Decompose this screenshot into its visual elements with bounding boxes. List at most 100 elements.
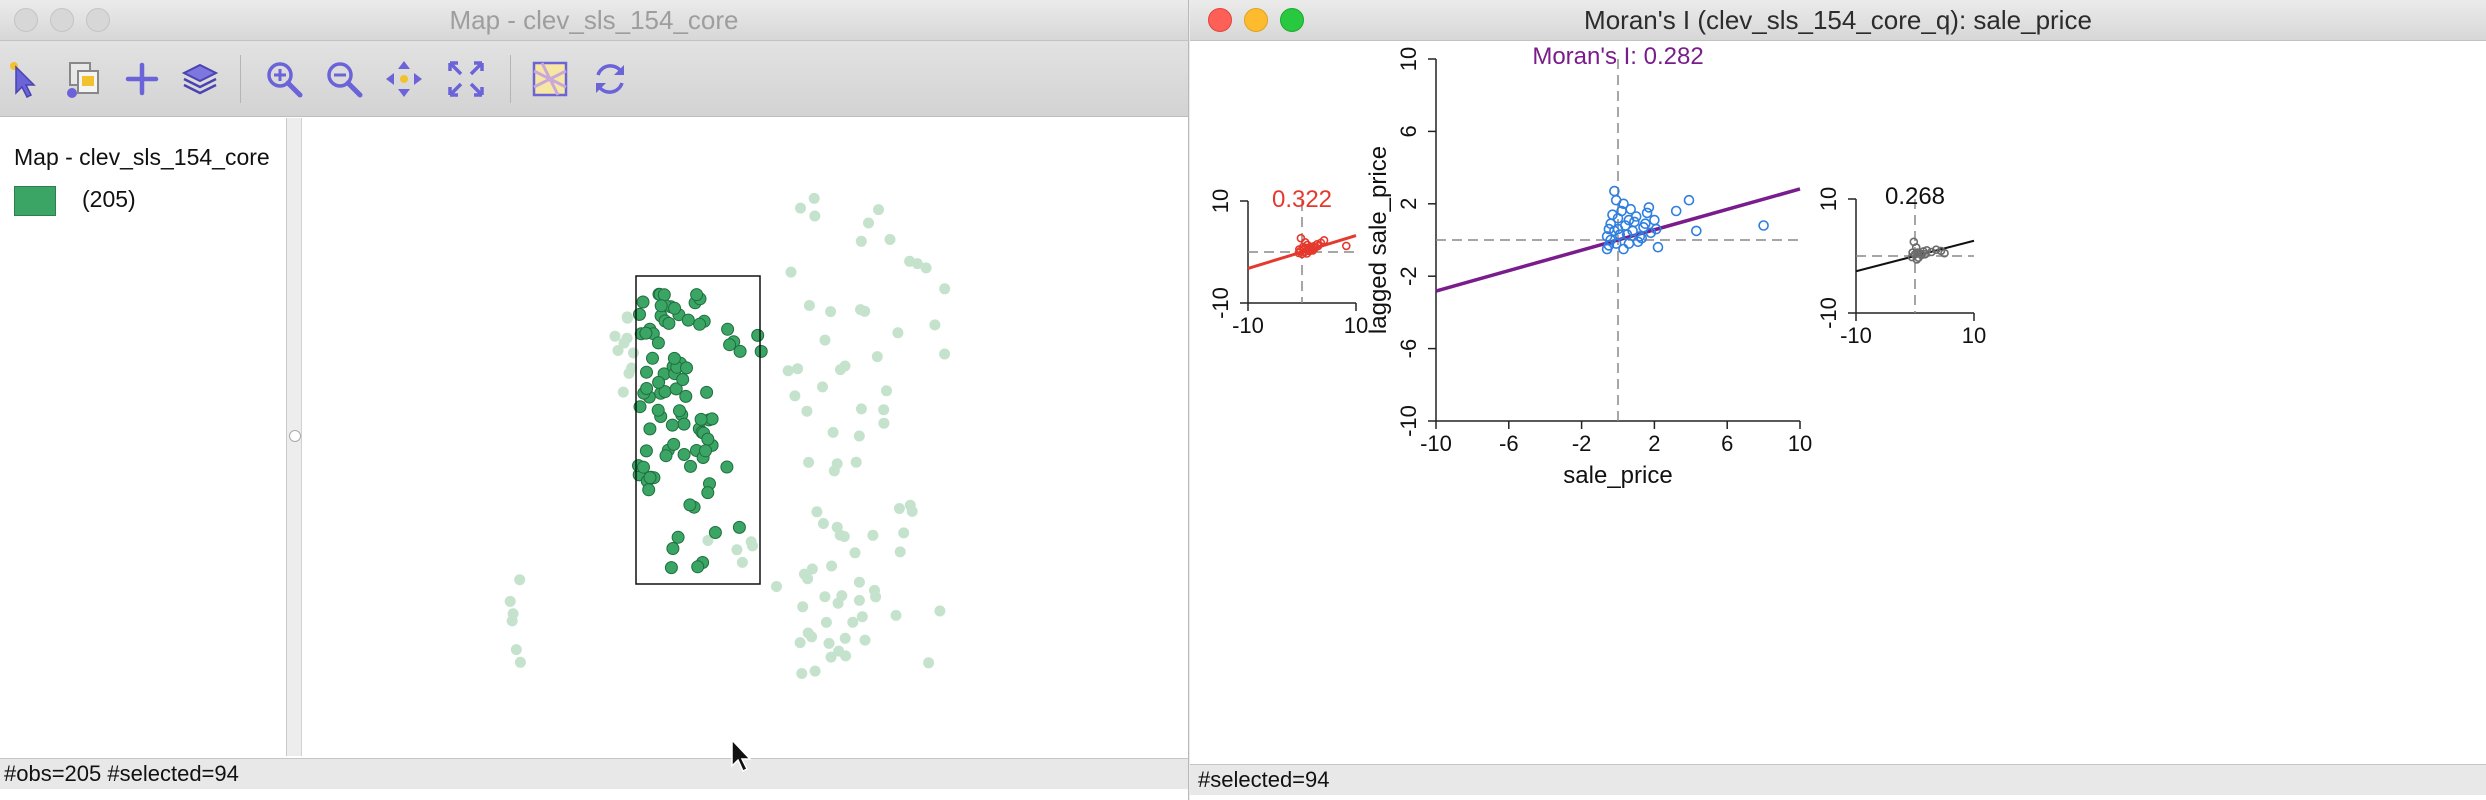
- scatter-point: [1650, 223, 1662, 235]
- map-point: [871, 351, 883, 363]
- refresh-icon[interactable]: [588, 57, 632, 101]
- map-point-selected: [664, 561, 678, 575]
- scatter-point: [1920, 250, 1930, 259]
- map-point: [831, 521, 843, 533]
- map-point: [820, 616, 832, 628]
- scatter-point: [1612, 223, 1624, 235]
- map-point: [507, 608, 519, 620]
- map-window[interactable]: Map - clev_sls_154_core: [0, 0, 1188, 800]
- map-point: [840, 650, 852, 662]
- scatter-point: [1607, 209, 1618, 220]
- mouse-cursor-icon: [731, 738, 752, 773]
- map-point: [939, 348, 951, 360]
- map-point-selected: [659, 449, 673, 463]
- map-point-selected: [677, 448, 691, 461]
- map-point: [622, 312, 633, 324]
- zoom-out-icon[interactable]: [322, 57, 366, 101]
- moran-titlebar[interactable]: Moran's I (clev_sls_154_core_q): sale_pr…: [1190, 0, 2486, 41]
- map-point: [855, 235, 867, 247]
- map-point: [831, 458, 843, 470]
- map-point: [920, 262, 932, 274]
- map-toolbar: [0, 41, 1188, 117]
- legend-swatch[interactable]: [14, 186, 56, 216]
- map-point-selected: [684, 459, 697, 473]
- map-point: [736, 556, 748, 568]
- map-point: [628, 347, 639, 359]
- close-button[interactable]: [14, 8, 38, 32]
- moran-plots-area[interactable]: -10 10 10 -10 0.322 -10 -6 -2 2 6 10 10 6 2 -2 -6 -10 Mo…: [1190, 41, 2486, 763]
- y-tick-label: 10: [1208, 189, 1233, 213]
- map-point: [856, 611, 868, 623]
- map-point-selected: [723, 338, 737, 352]
- y-tick-label: -2: [1396, 266, 1421, 286]
- moran-window-title: Moran's I (clev_sls_154_core_q): sale_pr…: [1584, 5, 2092, 35]
- map-point-selected: [699, 444, 712, 458]
- scatter-point: [1601, 243, 1613, 255]
- map-legend[interactable]: Map - clev_sls_154_core (205): [0, 118, 287, 756]
- map-point-selected: [646, 351, 659, 365]
- map-point: [853, 430, 865, 442]
- legend-count: (205): [82, 186, 136, 212]
- moran-window[interactable]: Moran's I (clev_sls_154_core_q): sale_pr…: [1190, 0, 2486, 800]
- moran-status-bar: #selected=94: [1190, 764, 2486, 795]
- map-point-selected: [733, 344, 747, 358]
- layers-icon[interactable]: [178, 57, 222, 101]
- map-point-selected: [693, 317, 707, 331]
- copy-map-icon[interactable]: [62, 57, 106, 101]
- x-tick-label: -2: [1572, 431, 1592, 456]
- scatter-point: [1649, 214, 1660, 226]
- map-point: [731, 544, 743, 556]
- map-point: [826, 560, 838, 572]
- x-tick-label: 10: [1962, 323, 1986, 348]
- minimize-button[interactable]: [50, 8, 74, 32]
- scatter-point: [1931, 245, 1941, 254]
- map-titlebar[interactable]: Map - clev_sls_154_core: [0, 0, 1188, 41]
- map-point: [839, 632, 851, 644]
- map-point-selected: [694, 412, 708, 426]
- map-point: [893, 503, 905, 514]
- scatter-point: [1618, 243, 1629, 255]
- basemap-icon[interactable]: [528, 57, 572, 101]
- map-point: [771, 581, 782, 592]
- select-icon[interactable]: [2, 57, 46, 101]
- map-point: [806, 631, 818, 643]
- map-status-bar: #obs=205 #selected=94: [0, 758, 1188, 789]
- map-point: [806, 563, 818, 575]
- close-button[interactable]: [1208, 8, 1232, 32]
- map-point-selected: [676, 373, 690, 386]
- scatter-point: [1683, 194, 1695, 206]
- map-point: [803, 300, 815, 311]
- plot-title: 0.268: [1885, 183, 1945, 210]
- scatter-point: [1908, 248, 1917, 257]
- map-point-selected: [651, 336, 665, 350]
- map-point-selected: [681, 313, 695, 327]
- y-tick-label: 10: [1816, 187, 1841, 211]
- map-point-selected: [643, 422, 657, 436]
- legend-splitter[interactable]: [287, 118, 302, 756]
- map-point: [904, 499, 916, 511]
- map-canvas[interactable]: [302, 118, 1188, 756]
- map-point: [878, 404, 890, 416]
- map-point-selected: [640, 365, 653, 379]
- map-point: [747, 540, 758, 552]
- pan-icon[interactable]: [382, 57, 426, 101]
- left-moran-plot: -10 10 10 -10 0.322: [1208, 186, 1368, 338]
- zoom-button[interactable]: [1280, 8, 1304, 32]
- splitter-handle[interactable]: [289, 430, 301, 442]
- y-tick-label: 10: [1396, 47, 1421, 71]
- map-point-selected: [637, 460, 650, 474]
- map-point: [890, 609, 902, 621]
- map-point: [939, 283, 951, 295]
- map-point: [850, 456, 862, 468]
- minimize-button[interactable]: [1244, 8, 1268, 32]
- zoom-in-icon[interactable]: [262, 57, 306, 101]
- zoom-button[interactable]: [86, 8, 110, 32]
- scatter-point: [1636, 232, 1648, 244]
- map-point: [617, 386, 629, 398]
- full-extent-icon[interactable]: [444, 57, 488, 101]
- plot-title: 0.322: [1272, 186, 1332, 213]
- scatter-point: [1922, 246, 1932, 255]
- map-point: [702, 535, 714, 546]
- map-point: [797, 601, 809, 613]
- plus-icon[interactable]: [120, 57, 164, 101]
